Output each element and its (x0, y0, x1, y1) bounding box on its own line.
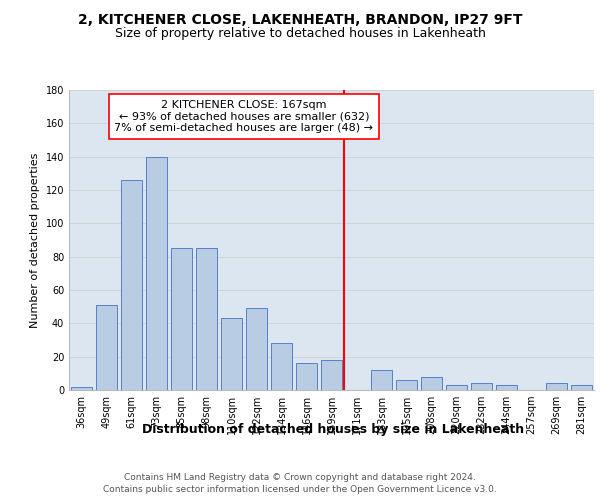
Bar (321, 360, 342, 390)
Bar (296, 364, 317, 390)
Bar (71, 386, 92, 390)
Bar (371, 370, 392, 390)
Bar (546, 384, 567, 390)
Bar (496, 385, 517, 390)
Bar (396, 380, 417, 390)
Bar (271, 344, 292, 390)
Text: Contains HM Land Registry data © Crown copyright and database right 2024.: Contains HM Land Registry data © Crown c… (124, 472, 476, 482)
Bar (471, 384, 492, 390)
Bar (196, 248, 217, 390)
Bar (221, 318, 242, 390)
Bar (171, 248, 192, 390)
Bar (571, 385, 592, 390)
Text: Size of property relative to detached houses in Lakenheath: Size of property relative to detached ho… (115, 28, 485, 40)
Text: 2 KITCHENER CLOSE: 167sqm
← 93% of detached houses are smaller (632)
7% of semi-: 2 KITCHENER CLOSE: 167sqm ← 93% of detac… (115, 100, 373, 133)
Bar (446, 385, 467, 390)
Bar (246, 308, 267, 390)
Text: Contains public sector information licensed under the Open Government Licence v3: Contains public sector information licen… (103, 485, 497, 494)
Bar (146, 156, 167, 390)
Text: 2, KITCHENER CLOSE, LAKENHEATH, BRANDON, IP27 9FT: 2, KITCHENER CLOSE, LAKENHEATH, BRANDON,… (78, 12, 522, 26)
Bar (121, 180, 142, 390)
Text: Distribution of detached houses by size in Lakenheath: Distribution of detached houses by size … (142, 422, 524, 436)
Y-axis label: Number of detached properties: Number of detached properties (30, 152, 40, 328)
Bar (421, 376, 442, 390)
Bar (96, 305, 117, 390)
